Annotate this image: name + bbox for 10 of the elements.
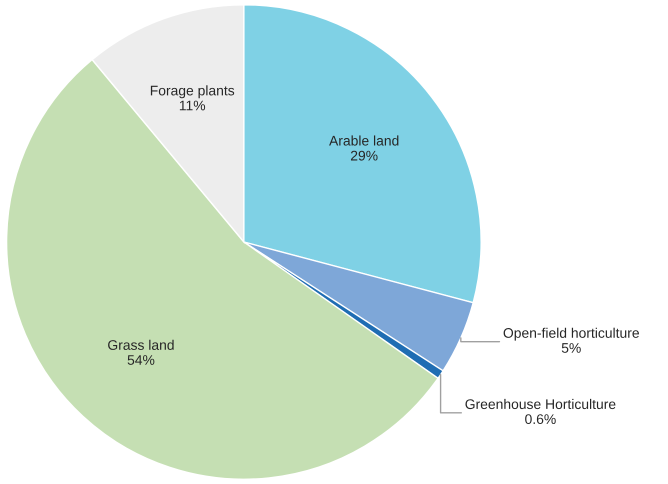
- data-label: 29%: [350, 150, 378, 161]
- data-label: 5%: [562, 343, 581, 353]
- slice-label: Grass land: [108, 340, 174, 350]
- slice-label: Forage plants: [150, 85, 234, 98]
- slice-label: Greenhouse Horticulture: [465, 398, 616, 410]
- data-label: 0.6%: [525, 414, 556, 424]
- slice-label: Open-field horticulture: [504, 328, 639, 341]
- data-label: 54%: [128, 355, 154, 365]
- data-label: 11%: [180, 100, 206, 110]
- slice-label: Arable land: [329, 135, 398, 146]
